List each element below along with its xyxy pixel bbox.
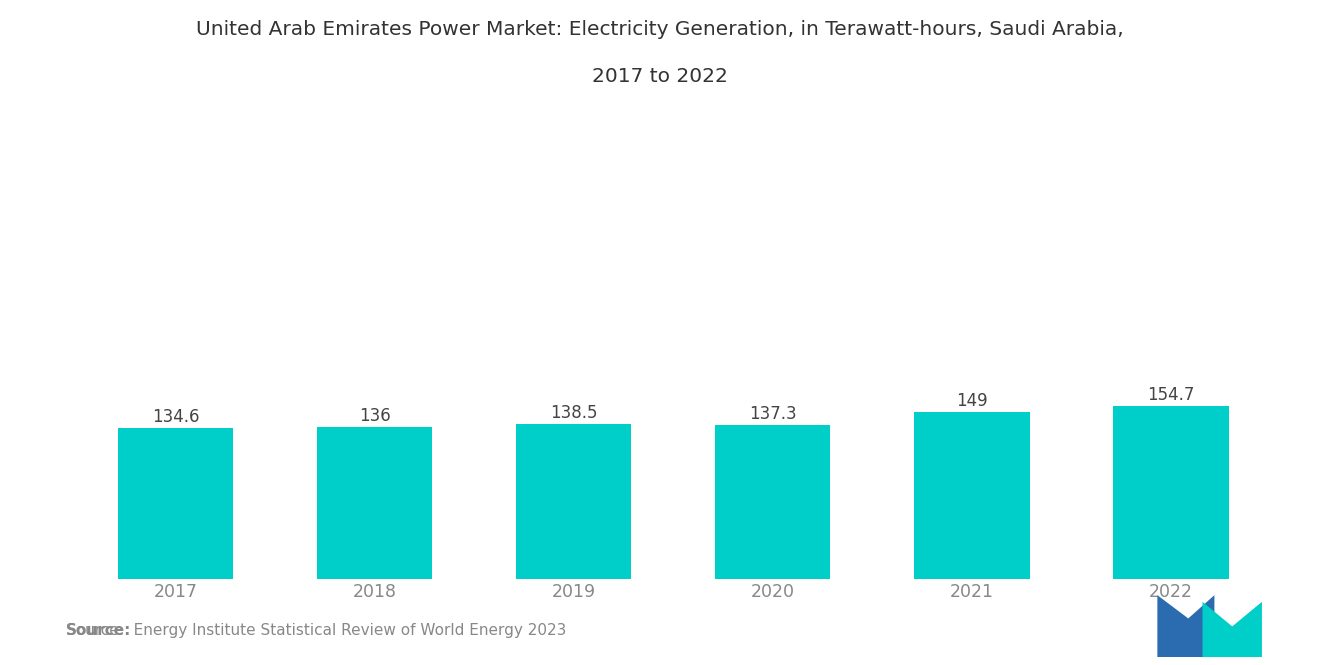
Bar (516, 424, 631, 579)
Bar (117, 428, 234, 579)
Text: 154.7: 154.7 (1147, 386, 1195, 404)
Text: Source:  Energy Institute Statistical Review of World Energy 2023: Source: Energy Institute Statistical Rev… (66, 623, 566, 638)
Text: 137.3: 137.3 (748, 405, 796, 423)
Bar (1113, 406, 1229, 579)
Text: 149: 149 (956, 392, 987, 410)
Text: 134.6: 134.6 (152, 408, 199, 426)
Text: 2017 to 2022: 2017 to 2022 (593, 66, 727, 86)
Polygon shape (1158, 595, 1214, 657)
Text: United Arab Emirates Power Market: Electricity Generation, in Terawatt-hours, Sa: United Arab Emirates Power Market: Elect… (197, 20, 1123, 39)
Text: 138.5: 138.5 (550, 404, 598, 422)
Bar (317, 427, 433, 579)
Polygon shape (1203, 602, 1262, 657)
Text: 136: 136 (359, 406, 391, 425)
Bar (913, 412, 1030, 579)
Bar (715, 426, 830, 579)
Text: Source:: Source: (66, 623, 132, 638)
